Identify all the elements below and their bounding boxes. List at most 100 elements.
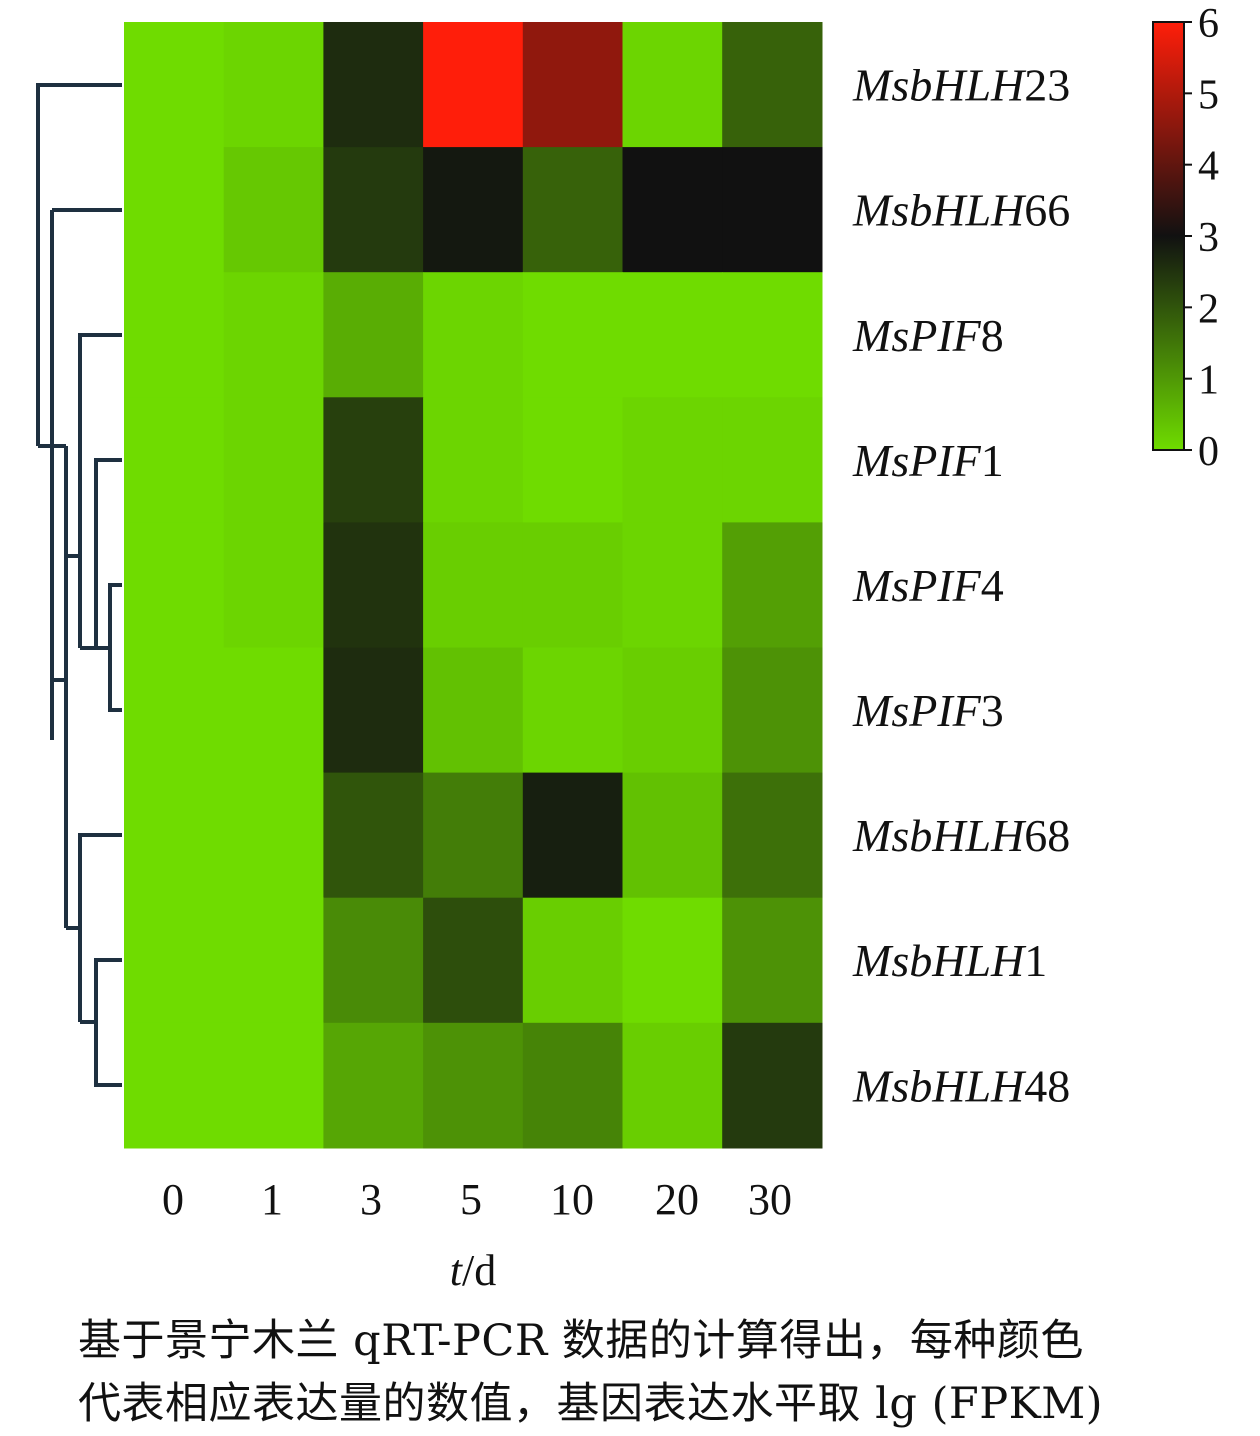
heatmap-cell xyxy=(124,522,225,649)
colorbar-tick-label: 2 xyxy=(1198,286,1219,332)
heatmap-cell xyxy=(323,647,424,774)
heatmap-cell xyxy=(423,522,524,649)
x-axis-label: t/d xyxy=(450,1246,496,1295)
heatmap-cell xyxy=(223,1022,324,1149)
heatmap-cell xyxy=(124,1022,225,1149)
row-label: MsPIF8 xyxy=(852,310,1004,361)
heatmap-cell xyxy=(722,397,823,523)
dendrogram-branch xyxy=(78,333,122,556)
heatmap-cell xyxy=(223,772,324,899)
heatmap-cell xyxy=(622,522,723,649)
heatmap-cell xyxy=(622,272,723,398)
heatmap-cell xyxy=(522,22,624,148)
heatmap-cell xyxy=(622,397,723,523)
heatmap-cell xyxy=(722,772,823,899)
dendrogram-branch xyxy=(78,833,122,1022)
heatmap-cell xyxy=(522,897,624,1024)
heatmap-cell xyxy=(323,522,424,649)
row-label: MsPIF4 xyxy=(852,560,1004,611)
heatmap-cell xyxy=(323,397,424,523)
heatmap-cell xyxy=(223,647,324,774)
heatmap-cell xyxy=(423,1022,524,1149)
x-tick-label: 1 xyxy=(261,1175,283,1224)
heatmap-cell xyxy=(423,397,524,523)
heatmap-cell xyxy=(722,1022,823,1149)
heatmap-cell xyxy=(423,22,524,148)
colorbar-tick-label: 5 xyxy=(1198,72,1219,118)
heatmap-cell xyxy=(323,772,424,899)
heatmap-cell xyxy=(124,647,225,774)
heatmap-cell xyxy=(124,772,225,899)
heatmap-cell xyxy=(124,897,225,1024)
colorbar-tick-label: 4 xyxy=(1198,144,1219,190)
colorbar-tick-label: 0 xyxy=(1198,429,1219,475)
x-axis-label-italic: t xyxy=(450,1246,464,1295)
heatmap-cell xyxy=(423,897,524,1024)
x-tick-label: 5 xyxy=(460,1175,482,1224)
heatmap-cell xyxy=(223,22,324,148)
heatmap-cell xyxy=(522,147,624,273)
heatmap-cell xyxy=(722,272,823,398)
caption-line-1: 基于景宁木兰 qRT-PCR 数据的计算得出，每种颜色 xyxy=(78,1316,1084,1366)
dendrogram-branch xyxy=(94,958,122,1087)
heatmap-cell xyxy=(423,647,524,774)
heatmap-cell xyxy=(722,147,823,273)
heatmap-cell xyxy=(223,397,324,523)
heatmap-cell xyxy=(722,522,823,649)
heatmap-cell xyxy=(323,272,424,398)
heatmap-cell xyxy=(323,1022,424,1149)
heatmap-cell xyxy=(323,897,424,1024)
row-label: MsbHLH1 xyxy=(852,935,1047,986)
heatmap-cell xyxy=(323,22,424,148)
heatmap-cell xyxy=(223,522,324,649)
x-tick-labels: 0 1 3 5 10 20 30 xyxy=(162,1175,792,1224)
colorbar-tick-label: 3 xyxy=(1198,215,1219,261)
heatmap-cell xyxy=(223,897,324,1024)
heatmap-cell xyxy=(622,1022,723,1149)
heatmap-cells xyxy=(124,22,823,1149)
heatmap-chart: MsbHLH23 MsbHLH66 MsPIF8 MsPIF1 MsPIF4 MsPIF3… xyxy=(36,1,1219,1295)
row-dendrogram xyxy=(36,83,122,1087)
heatmap-cell xyxy=(522,772,624,899)
dendrogram-branch xyxy=(94,458,122,648)
colorbar-tick-label: 1 xyxy=(1198,358,1219,404)
heatmap-cell xyxy=(423,147,524,273)
heatmap-cell xyxy=(522,647,624,774)
heatmap-cell xyxy=(622,897,723,1024)
x-tick-label: 20 xyxy=(655,1175,699,1224)
row-label: MsbHLH23 xyxy=(852,60,1070,111)
x-tick-label: 30 xyxy=(748,1175,792,1224)
heatmap-cell xyxy=(223,147,324,273)
row-label: MsPIF3 xyxy=(852,685,1004,736)
heatmap-cell xyxy=(522,272,624,398)
heatmap-cell xyxy=(622,22,723,148)
row-label: MsbHLH68 xyxy=(852,810,1070,861)
row-labels: MsbHLH23 MsbHLH66 MsPIF8 MsPIF1 MsPIF4 MsPIF3… xyxy=(852,60,1070,1112)
row-label: MsbHLH48 xyxy=(852,1060,1070,1111)
x-tick-label: 3 xyxy=(360,1175,382,1224)
heatmap-cell xyxy=(522,1022,624,1149)
dendrogram-branch xyxy=(108,583,122,712)
heatmap-cell xyxy=(622,147,723,273)
heatmap-cell xyxy=(124,397,225,523)
x-tick-label: 10 xyxy=(550,1175,594,1224)
heatmap-cell xyxy=(722,22,823,148)
colorbar-tick-label: 6 xyxy=(1198,1,1219,47)
heatmap-cell xyxy=(124,147,225,273)
heatmap-cell xyxy=(124,22,225,148)
heatmap-cell xyxy=(722,897,823,1024)
heatmap-cell xyxy=(722,647,823,774)
caption-line-2: 代表相应表达量的数值，基因表达水平取 lg (FPKM) xyxy=(78,1379,1104,1429)
x-axis-label-unit: /d xyxy=(462,1246,496,1295)
heatmap-cell xyxy=(622,647,723,774)
heatmap-cell xyxy=(323,147,424,273)
x-tick-label: 0 xyxy=(162,1175,184,1224)
heatmap-cell xyxy=(223,272,324,398)
heatmap-cell xyxy=(423,772,524,899)
dendrogram-branch xyxy=(36,83,122,446)
heatmap-cell xyxy=(124,272,225,398)
colorbar: 0 1 2 3 4 5 6 xyxy=(1152,1,1219,475)
row-label: MsbHLH66 xyxy=(852,185,1070,236)
heatmap-cell xyxy=(522,522,624,649)
heatmap-cell xyxy=(522,397,624,523)
